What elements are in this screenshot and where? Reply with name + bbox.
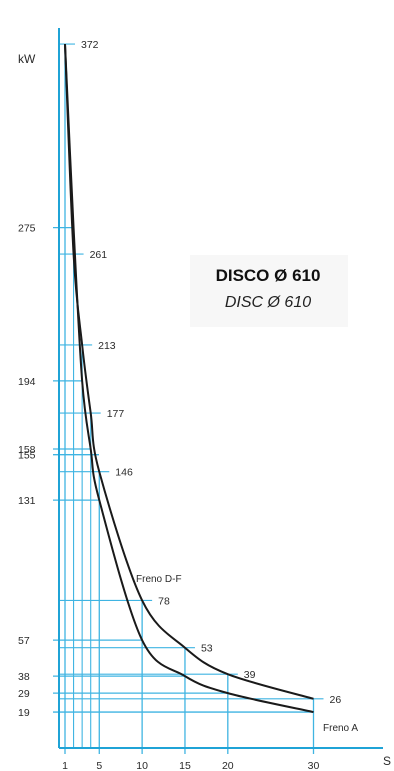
axes xyxy=(58,28,383,749)
y-tick-label: 194 xyxy=(18,376,36,388)
y-tick-label: 131 xyxy=(18,495,36,507)
df-value-label: 53 xyxy=(201,643,213,655)
df-value-label: 261 xyxy=(90,249,108,261)
df-value-label: 213 xyxy=(98,340,116,352)
y-tick-label: 57 xyxy=(18,635,30,647)
df-value-label: 39 xyxy=(244,669,256,681)
x-tick-label: 15 xyxy=(179,760,191,771)
series-label-freno-d-f: Freno D-F xyxy=(136,574,182,585)
y-tick-label: 29 xyxy=(18,688,30,700)
df-value-label: 177 xyxy=(107,408,125,420)
x-tick-label: 10 xyxy=(136,760,148,771)
df-value-label: 372 xyxy=(81,39,99,51)
x-tick-label: 5 xyxy=(96,760,102,771)
title-box xyxy=(190,255,348,327)
x-tick-label: 30 xyxy=(308,760,320,771)
curve-freno-a xyxy=(64,44,314,714)
grid-lines xyxy=(53,43,324,754)
x-axis-unit: S xyxy=(383,754,391,768)
series-label-freno-a: Freno A xyxy=(323,723,358,734)
y-tick-label: 38 xyxy=(18,671,30,683)
y-tick-label: 158 xyxy=(18,444,36,456)
df-value-label: 146 xyxy=(115,467,133,479)
y-tick-label: 275 xyxy=(18,223,36,235)
x-tick-label: 20 xyxy=(222,760,234,771)
curves xyxy=(64,44,314,714)
y-axis-unit: kW xyxy=(18,52,36,66)
y-tick-label: 155 xyxy=(18,450,36,462)
df-value-label: 78 xyxy=(158,595,170,607)
chart-subtitle: DISC Ø 610 xyxy=(225,294,311,311)
curve-freno-d-f xyxy=(64,44,314,700)
x-tick-label: 1 xyxy=(62,760,68,771)
df-value-label: 26 xyxy=(330,694,342,706)
y-tick-label: 19 xyxy=(18,707,30,719)
chart-title: DISCO Ø 610 xyxy=(216,266,321,285)
